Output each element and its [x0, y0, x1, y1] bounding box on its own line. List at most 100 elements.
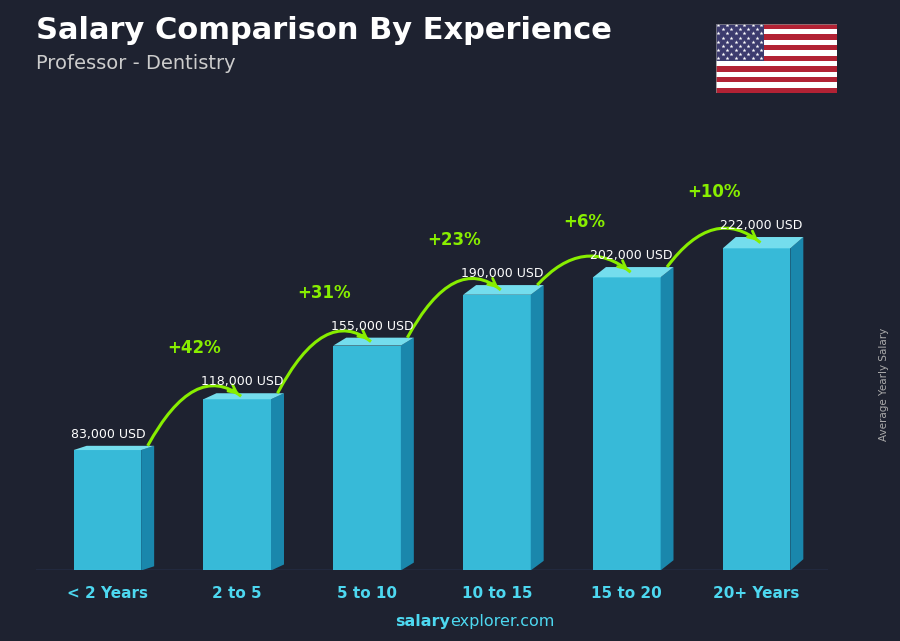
Bar: [0, 32, 900, 38]
Polygon shape: [790, 237, 804, 570]
Bar: [0, 77, 900, 83]
Text: +42%: +42%: [167, 340, 221, 358]
Bar: [0, 83, 900, 90]
Bar: [0, 397, 900, 404]
Bar: [0, 256, 900, 263]
Bar: [0, 109, 900, 115]
Bar: [716, 72, 837, 77]
Polygon shape: [723, 248, 790, 570]
Bar: [0, 506, 900, 513]
Bar: [0, 622, 900, 628]
Bar: [0, 391, 900, 397]
Bar: [0, 404, 900, 410]
Bar: [0, 250, 900, 256]
Bar: [0, 628, 900, 635]
Bar: [0, 340, 900, 346]
Bar: [0, 487, 900, 494]
Bar: [0, 570, 900, 577]
Text: salary: salary: [395, 615, 450, 629]
Bar: [716, 56, 837, 61]
Bar: [0, 327, 900, 333]
Bar: [0, 0, 900, 6]
Bar: [0, 615, 900, 622]
Polygon shape: [74, 445, 154, 450]
Bar: [0, 378, 900, 385]
Bar: [0, 468, 900, 474]
Bar: [0, 45, 900, 51]
Text: explorer.com: explorer.com: [450, 615, 554, 629]
Polygon shape: [464, 295, 531, 570]
Bar: [0, 276, 900, 282]
Bar: [0, 474, 900, 481]
Text: +23%: +23%: [428, 231, 481, 249]
Text: Salary Comparison By Experience: Salary Comparison By Experience: [36, 16, 612, 45]
Bar: [0, 26, 900, 32]
Bar: [0, 173, 900, 179]
Bar: [716, 77, 837, 82]
Bar: [0, 147, 900, 154]
Bar: [716, 24, 764, 61]
Text: +10%: +10%: [687, 183, 741, 201]
Bar: [0, 583, 900, 590]
Bar: [0, 609, 900, 615]
Bar: [0, 199, 900, 205]
Bar: [716, 61, 837, 66]
Bar: [0, 51, 900, 58]
Polygon shape: [661, 267, 673, 570]
Bar: [0, 90, 900, 96]
Bar: [0, 359, 900, 365]
Text: Professor - Dentistry: Professor - Dentistry: [36, 54, 236, 74]
Bar: [716, 88, 837, 93]
Bar: [0, 128, 900, 135]
Bar: [716, 51, 837, 56]
Text: 190,000 USD: 190,000 USD: [461, 267, 543, 280]
Bar: [0, 564, 900, 570]
Bar: [0, 218, 900, 224]
Bar: [0, 231, 900, 237]
Polygon shape: [464, 285, 544, 295]
Bar: [0, 346, 900, 353]
Polygon shape: [74, 450, 141, 570]
Polygon shape: [203, 399, 271, 570]
Bar: [0, 590, 900, 596]
Bar: [0, 122, 900, 128]
Bar: [0, 38, 900, 45]
Bar: [0, 558, 900, 564]
Bar: [716, 45, 837, 51]
Bar: [716, 82, 837, 88]
Text: 202,000 USD: 202,000 USD: [590, 249, 673, 262]
Bar: [0, 372, 900, 378]
Bar: [0, 96, 900, 103]
Bar: [0, 308, 900, 314]
Bar: [716, 29, 837, 35]
Bar: [0, 103, 900, 109]
Bar: [0, 417, 900, 423]
Bar: [0, 423, 900, 429]
Bar: [0, 538, 900, 545]
Bar: [0, 269, 900, 276]
Polygon shape: [723, 237, 804, 248]
Bar: [0, 494, 900, 500]
Bar: [0, 212, 900, 218]
Bar: [716, 66, 837, 72]
Bar: [0, 603, 900, 609]
Bar: [0, 186, 900, 192]
Bar: [0, 288, 900, 295]
Bar: [0, 449, 900, 455]
Bar: [0, 545, 900, 551]
Polygon shape: [333, 345, 400, 570]
Bar: [0, 436, 900, 442]
Polygon shape: [203, 393, 284, 399]
Polygon shape: [141, 445, 154, 570]
Bar: [0, 442, 900, 449]
Polygon shape: [333, 338, 414, 345]
Bar: [0, 353, 900, 359]
Bar: [0, 160, 900, 167]
Bar: [716, 35, 837, 40]
Text: Average Yearly Salary: Average Yearly Salary: [878, 328, 889, 441]
Bar: [716, 40, 837, 45]
Bar: [0, 635, 900, 641]
Bar: [0, 455, 900, 462]
Polygon shape: [271, 393, 284, 570]
Bar: [0, 481, 900, 487]
